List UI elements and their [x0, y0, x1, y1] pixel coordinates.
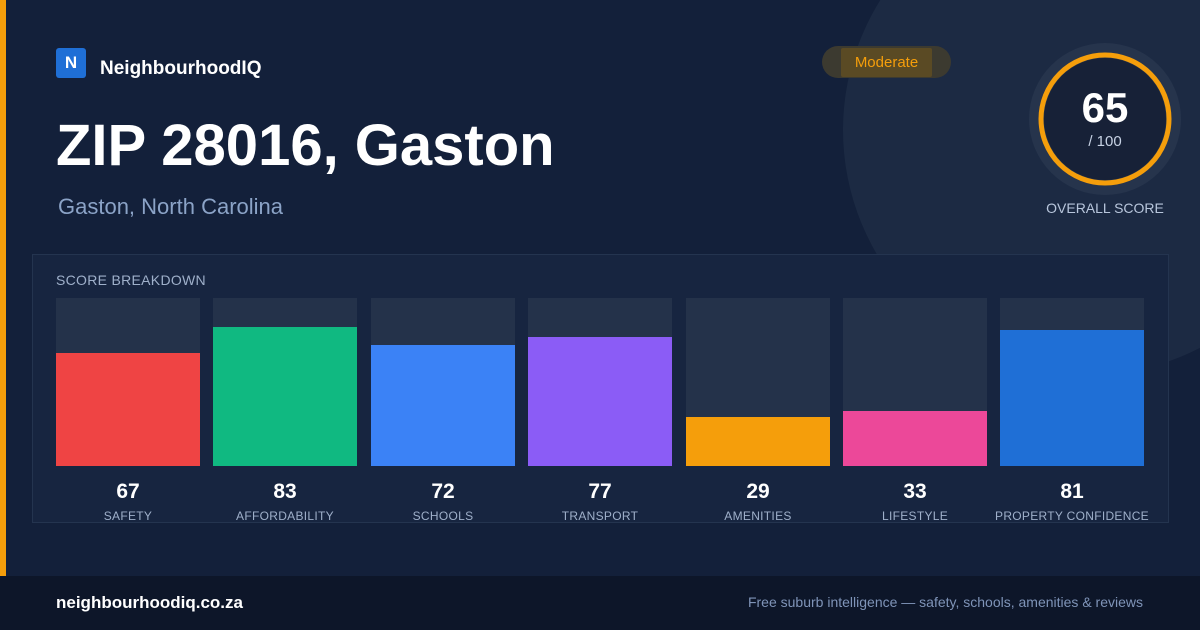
rating-badge-label: Moderate [840, 47, 933, 77]
brand[interactable]: N NeighbourhoodIQ [56, 46, 261, 80]
bar-fill [528, 337, 672, 466]
brand-logo-icon: N [56, 48, 86, 78]
bar-track [213, 298, 357, 466]
bar-label: PROPERTY CONFIDENCE [995, 509, 1149, 523]
bar-fill [686, 417, 830, 466]
bar-label: SAFETY [103, 509, 153, 523]
bar-track [56, 298, 200, 466]
bar-value: 77 [588, 480, 612, 503]
footer-site-link[interactable]: neighbourhoodiq.co.za [56, 593, 243, 612]
bar-label: TRANSPORT [561, 509, 639, 523]
bar-fill [213, 327, 357, 466]
bar-fill [371, 345, 515, 466]
page-title: ZIP 28016, Gaston [56, 113, 555, 178]
bar-track [843, 298, 987, 466]
bar-fill [56, 353, 200, 466]
footer-tagline: Free suburb intelligence — safety, schoo… [747, 594, 1143, 610]
bar-value: 33 [903, 480, 927, 503]
score-ring-graphic [1029, 43, 1181, 195]
bar-label: LIFESTYLE [881, 509, 949, 523]
brand-name: NeighbourhoodIQ [100, 58, 262, 79]
score-breakdown-title: SCORE BREAKDOWN [56, 272, 206, 288]
bar-fill [1000, 330, 1144, 466]
bar-track [686, 298, 830, 466]
bar-label: AFFORDABILITY [236, 509, 334, 523]
bar-label: SCHOOLS [412, 509, 474, 523]
footer [0, 576, 1200, 630]
bar-value: 72 [431, 480, 455, 503]
overall-score-ring: 65 / 100 [1028, 42, 1182, 196]
page-subtitle: Gaston, North Carolina [58, 194, 283, 219]
bar-fill [843, 411, 987, 466]
bar-track [528, 298, 672, 466]
bar-label: AMENITIES [724, 509, 792, 523]
bar-value: 29 [746, 480, 770, 503]
overall-score-label: OVERALL SCORE [1046, 200, 1164, 216]
overall-score-max: / 100 [1088, 133, 1122, 150]
bar-value: 67 [116, 480, 140, 503]
overall-score-value: 65 [1081, 84, 1129, 131]
accent-bar [0, 0, 6, 576]
rating-badge: Moderate [822, 46, 951, 78]
bar-value: 83 [273, 480, 297, 503]
bar-track [371, 298, 515, 466]
bar-value: 81 [1060, 480, 1084, 503]
bar-track [1000, 298, 1144, 466]
